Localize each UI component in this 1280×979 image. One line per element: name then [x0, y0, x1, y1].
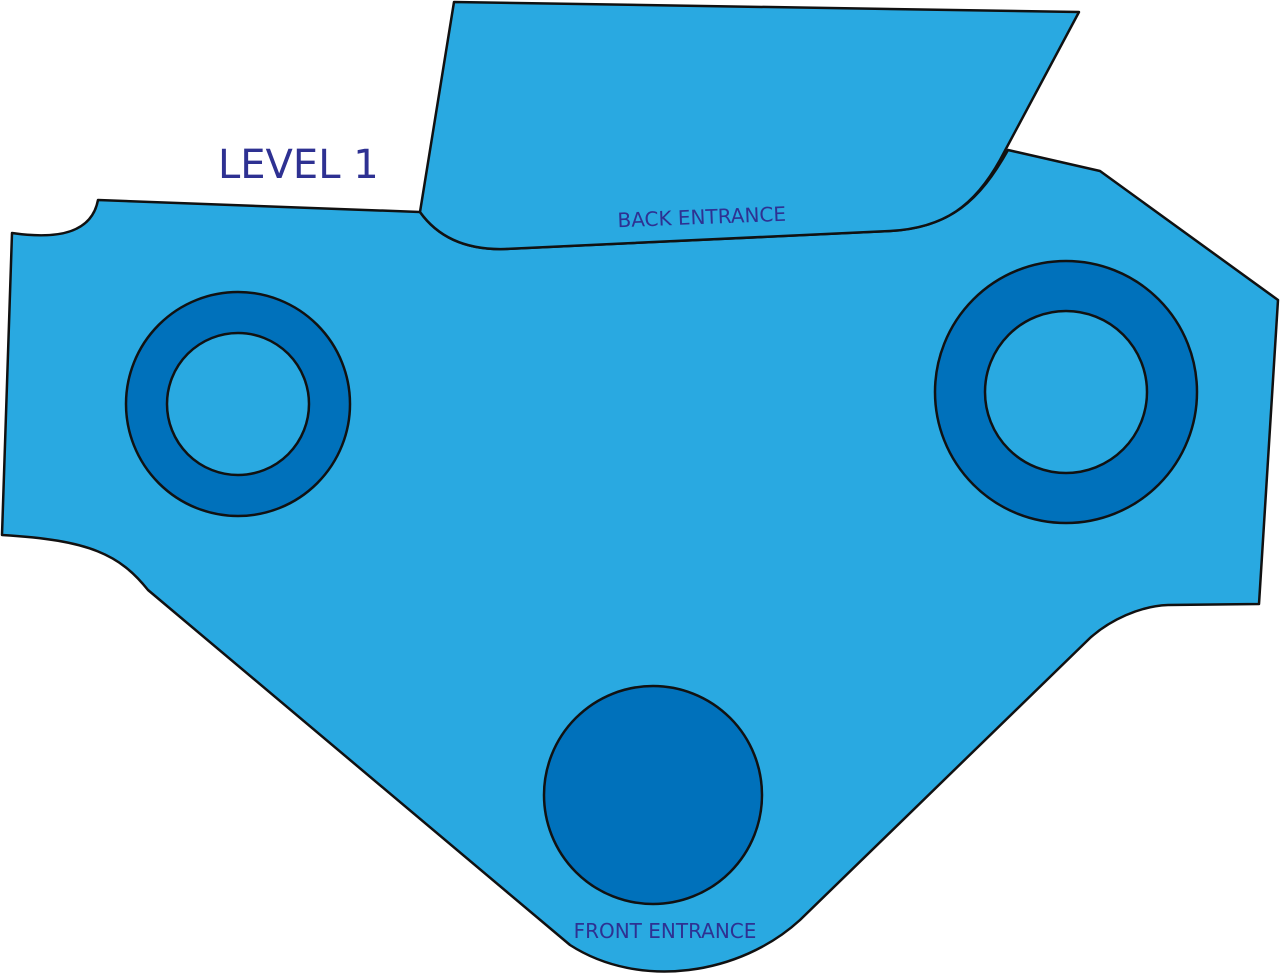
level-title: LEVEL 1 [218, 142, 379, 188]
left-ring-inner[interactable] [165, 331, 311, 477]
back-entrance-annex[interactable] [418, 0, 1081, 251]
right-ring-inner[interactable] [983, 309, 1149, 475]
front-disc[interactable] [542, 684, 764, 906]
front-entrance-label: FRONT ENTRANCE [574, 919, 757, 943]
